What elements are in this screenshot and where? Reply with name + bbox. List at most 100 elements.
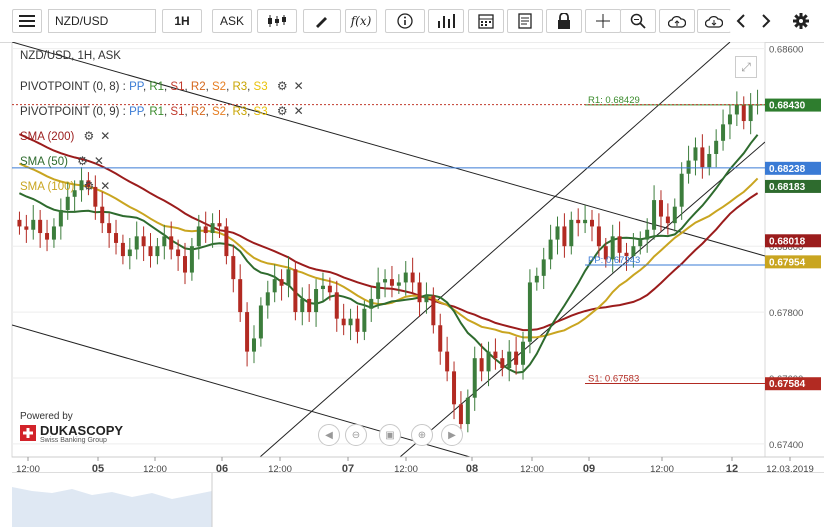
close-icon[interactable]: ✕ — [93, 154, 104, 168]
candle-body — [700, 147, 705, 168]
price-chart[interactable]: R1: 0.68429 PP: 0.67943 S1: 0.67583 0.6860… — [0, 41, 824, 475]
close-icon[interactable]: ✕ — [100, 179, 111, 193]
news-button[interactable] — [507, 9, 543, 33]
sma-200-line — [18, 133, 759, 332]
scroll-right-button[interactable] — [755, 9, 777, 33]
candle-body — [307, 298, 312, 313]
calendar-button[interactable] — [468, 9, 504, 33]
candle-body — [721, 124, 726, 141]
candle-body — [617, 236, 622, 253]
upload-button[interactable] — [659, 9, 695, 33]
candle-body — [314, 289, 319, 313]
zoom-out-button[interactable]: ⊖ — [345, 424, 367, 446]
candle-body — [120, 242, 125, 257]
candle-body — [486, 351, 491, 372]
chevron-right-icon: ▶ — [448, 429, 456, 441]
lock-button[interactable] — [546, 9, 582, 33]
x-tick-label: 12:00 — [650, 464, 674, 472]
candle-body — [672, 206, 677, 224]
period-selector[interactable]: 1H — [162, 9, 202, 33]
pivot2-r1: R1 — [149, 106, 165, 118]
candle-body — [300, 298, 305, 313]
candle-body — [645, 229, 650, 240]
nav-forward-button[interactable]: ▶ — [441, 424, 463, 446]
crosshair-button[interactable] — [585, 9, 621, 33]
navigator-overview[interactable] — [12, 472, 824, 527]
candle-body — [693, 147, 698, 161]
candle-body — [555, 226, 560, 240]
trend-line — [12, 42, 765, 257]
settings-button[interactable] — [788, 9, 814, 33]
gear-icon[interactable]: ⚙ — [83, 179, 95, 193]
instrument-label: NZD/USD — [55, 14, 109, 28]
candle-body — [741, 104, 746, 122]
nav-back-button[interactable]: ◀ — [318, 424, 340, 446]
gear-icon[interactable]: ⚙ — [83, 129, 95, 143]
candle-body — [548, 239, 553, 260]
candle-body — [727, 114, 732, 125]
x-tick-label: 05 — [92, 463, 104, 472]
candle-body — [272, 279, 277, 293]
menu-button[interactable] — [12, 9, 42, 33]
candle-body — [107, 223, 112, 234]
info-icon — [397, 13, 413, 29]
side-selector[interactable]: ASK — [212, 9, 252, 33]
gear-icon[interactable]: ⚙ — [276, 79, 288, 93]
draw-tool-button[interactable] — [303, 9, 341, 33]
candle-body — [245, 312, 250, 352]
candle-body — [114, 233, 119, 243]
candle-body — [79, 180, 84, 191]
zoom-button[interactable] — [620, 9, 656, 33]
legend-pivot-2[interactable]: PIVOTPOINT (0, 9) : PP, R1, S1, R2, S2, … — [20, 104, 304, 118]
candle-body — [479, 358, 484, 372]
pivot-level-label: S1: 0.67583 — [588, 374, 639, 385]
legend-sma-50[interactable]: SMA (50) ⚙ ✕ — [20, 154, 104, 168]
scroll-left-button[interactable] — [730, 9, 752, 33]
x-tick-label: 12:00 — [16, 464, 40, 472]
candle-body — [31, 219, 36, 230]
candle-body — [86, 180, 91, 187]
close-icon[interactable]: ✕ — [293, 79, 304, 93]
legend-sma-100[interactable]: SMA (100) ⚙ ✕ — [20, 179, 110, 193]
candle-body — [624, 252, 629, 257]
info-button[interactable] — [385, 9, 425, 33]
candle-body — [521, 341, 526, 365]
legend-pivot-1[interactable]: PIVOTPOINT (0, 8) : PP, R1, S1, R2, S2, … — [20, 79, 304, 93]
x-tick-label: 12:00 — [268, 464, 292, 472]
pivot1-r1: R1 — [149, 81, 165, 93]
candle-body — [410, 272, 415, 283]
chart-area[interactable]: R1: 0.68429 PP: 0.67943 S1: 0.67583 0.6860… — [0, 41, 824, 475]
chart-type-button[interactable] — [257, 9, 297, 33]
candle-body — [169, 236, 174, 250]
x-tick-label: 12:00 — [520, 464, 544, 472]
dukascopy-logo: DUKASCOPY Swiss Banking Group — [20, 423, 140, 445]
candle-body — [362, 308, 367, 332]
instrument-selector[interactable]: NZD/USD — [48, 9, 156, 33]
gear-icon[interactable]: ⚙ — [276, 104, 288, 118]
close-icon[interactable]: ✕ — [293, 104, 304, 118]
zoom-in-button[interactable]: ⊕ — [411, 424, 433, 446]
close-icon[interactable]: ✕ — [100, 129, 111, 143]
candle-body — [438, 325, 443, 352]
reset-view-button[interactable]: ▣ — [379, 424, 401, 446]
candle-body — [465, 397, 470, 425]
candle-body — [679, 173, 684, 207]
candle-body — [251, 338, 256, 352]
candle-body — [38, 219, 43, 234]
price-tag-label: 0.67584 — [769, 379, 806, 390]
indicators-button[interactable]: f(x) — [345, 9, 377, 33]
candle-body — [148, 246, 153, 257]
gear-icon[interactable]: ⚙ — [77, 154, 88, 168]
candle-body — [341, 318, 346, 326]
pivot1-s3: S3 — [253, 81, 268, 93]
candle-body — [431, 295, 436, 326]
expand-button[interactable]: ⤢ — [735, 56, 757, 78]
candle-body — [51, 226, 56, 240]
sma200-label: SMA (200) — [20, 131, 75, 143]
volume-button[interactable] — [428, 9, 464, 33]
price-tag-label: 0.68018 — [769, 236, 806, 247]
candle-body — [189, 246, 194, 273]
legend-sma-200[interactable]: SMA (200) ⚙ ✕ — [20, 129, 110, 143]
download-button[interactable] — [697, 9, 731, 33]
candle-body — [231, 256, 236, 280]
